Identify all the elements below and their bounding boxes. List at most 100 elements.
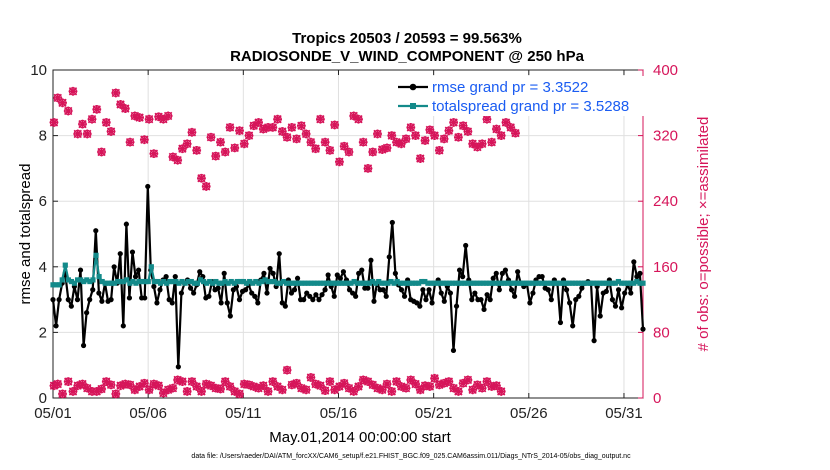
spread-point [585,280,591,286]
obs-assimilated-marker [468,139,478,149]
rmse-point [218,300,224,306]
obs-assimilated-marker [230,387,240,396]
obs-assimilated-marker [82,129,92,139]
spread-point [207,278,213,285]
rmse-point [472,290,478,296]
rmse-point [310,297,316,303]
spread-point [121,278,127,285]
spread-point [486,280,492,286]
obs-assimilated-marker [325,377,335,386]
obs-count-possible [120,104,130,113]
obs-count-possible [439,134,449,144]
obs-assimilated-marker [263,123,273,132]
rmse-point [132,274,139,280]
obs-assimilated-marker [439,378,449,388]
obs-assimilated-marker [292,134,302,144]
obs-assimilated-marker [130,111,140,121]
spread-point [139,278,145,285]
obs-assimilated-marker [320,137,330,147]
obs-count-small [425,382,435,391]
spread-point [234,278,240,285]
obs-assimilated-marker [239,139,249,149]
obs-count-small [92,387,102,396]
legend: rmse grand pr = 3.3522 totalspread grand… [394,76,646,116]
obs-assimilated-marker [116,381,125,391]
rmse-point [493,270,499,276]
obs-assimilated-marker [106,127,116,136]
obs-assimilated-marker [501,118,511,127]
rmse-point [441,298,447,304]
obs-count-small [482,377,492,386]
obs-assimilated-marker [325,145,335,155]
rmse-point [261,270,267,276]
obs-assimilated-marker [306,137,316,147]
legend-rmse-marker [409,83,417,91]
spread-point [379,280,385,286]
obs-count-possible [287,123,297,132]
spread-point [431,280,437,286]
obs-count-possible [163,111,173,121]
rmse-point [319,292,325,298]
y-tick-label-right: 0 [653,390,661,407]
rmse-point [108,297,114,303]
spread-point [265,278,271,285]
obs-count-small [430,373,439,383]
obs-assimilated-marker [101,377,111,386]
spread-point [363,280,370,286]
spread-point [210,280,216,286]
spread-point [419,278,425,285]
spread-point [302,280,308,286]
rmse-point [163,274,169,280]
obs-assimilated-marker [258,124,268,134]
rmse-point [316,297,322,303]
obs-assimilated-marker [354,114,363,124]
spread-point [164,280,170,286]
spread-point [333,280,339,286]
obs-count-possible [211,151,221,161]
spread-point [480,280,486,286]
obs-count-small [154,381,164,391]
obs-count-small [235,389,244,399]
obs-count-possible [434,145,444,155]
rmse-point [383,293,389,299]
spread-point [382,280,388,286]
obs-assimilated-marker [211,151,221,161]
obs-count-small [415,385,425,395]
obs-count-possible [306,137,316,147]
chart-subtitle: RADIOSONDE_V_WIND_COMPONENT @ 250 hPa [230,48,585,65]
spread-point [425,280,431,286]
rmse-point [331,293,337,299]
spread-point [323,280,330,286]
spread-point [582,280,588,286]
obs-count-possible [49,118,59,127]
spread-point [529,280,535,286]
rmse-point [99,298,105,304]
obs-count-possible [201,182,211,191]
obs-count-possible [277,127,287,136]
spread-point [287,280,293,286]
rmse-point [453,303,460,309]
obs-assimilated-marker [197,387,206,396]
spread-point [575,280,582,286]
obs-count-small [325,377,335,386]
legend-spread-label: totalspread grand pr = 3.5288 [432,98,629,115]
rmse-point [545,287,551,293]
obs-count-possible [354,114,363,124]
obs-count-possible [58,98,67,108]
obs-count-possible [411,131,420,140]
obs-count-small [144,385,154,395]
obs-assimilated-marker [63,106,73,116]
obs-assimilated-marker [434,145,444,155]
obs-assimilated-marker [97,147,106,157]
rmse-point [304,290,310,296]
rmse-point [169,300,175,306]
spread-point [185,278,191,285]
rmse-point [96,290,102,296]
spread-point [320,280,327,286]
obs-count-small [63,377,73,386]
obs-assimilated-marker [58,98,67,108]
obs-assimilated-marker [349,111,359,121]
spread-point [452,280,459,286]
obs-count-possible [511,128,520,138]
obs-count-possible [401,134,411,144]
